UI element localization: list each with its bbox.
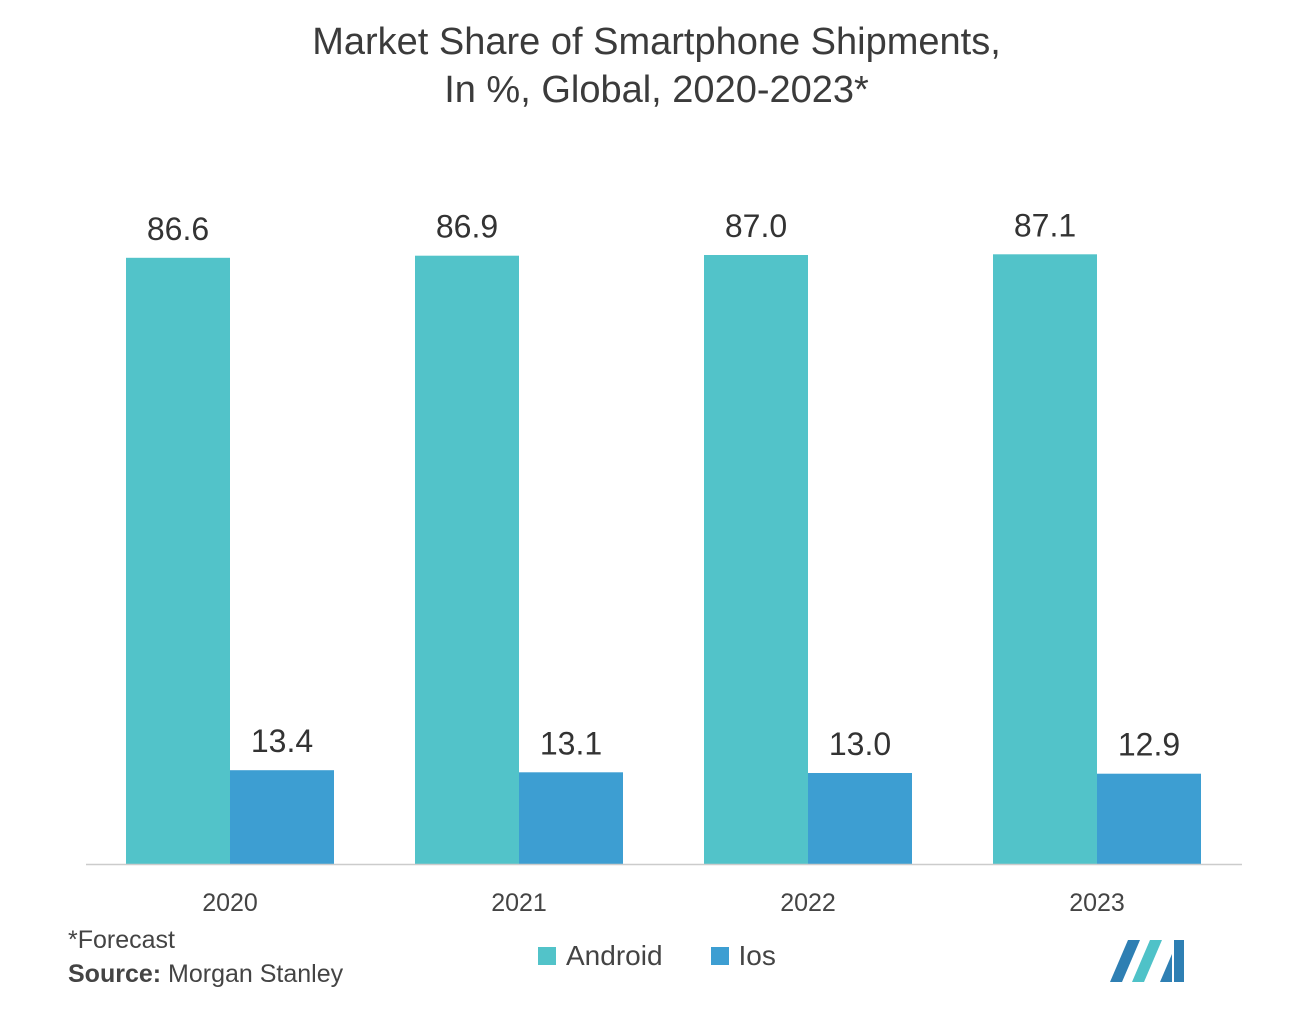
data-label-ios-2023: 12.9 xyxy=(1118,727,1180,763)
logo-shape-right xyxy=(1160,954,1172,982)
bar-android-2023 xyxy=(993,254,1097,865)
legend-item-ios: Ios xyxy=(710,940,776,972)
data-label-android-2023: 87.1 xyxy=(1014,207,1076,243)
source-label: Source: xyxy=(68,960,162,988)
legend-label-android: Android xyxy=(566,940,663,971)
logo-shape-middle xyxy=(1132,940,1162,982)
x-tick-label-2023: 2023 xyxy=(1069,889,1125,917)
data-label-ios-2021: 13.1 xyxy=(540,725,602,761)
logo-shape-bar xyxy=(1174,940,1184,982)
legend-swatch-ios xyxy=(710,947,729,965)
x-tick-label-2021: 2021 xyxy=(491,889,547,917)
source-note: Source: Morgan Stanley xyxy=(68,960,343,989)
bar-android-2022 xyxy=(704,255,808,864)
chart-title-line-1: Market Share of Smartphone Shipments, xyxy=(312,21,1001,63)
forecast-footnote: *Forecast xyxy=(68,926,175,954)
bar-ios-2021 xyxy=(519,772,623,864)
bar-ios-2020 xyxy=(230,770,334,864)
data-label-android-2020: 86.6 xyxy=(147,211,209,247)
legend-item-android: Android xyxy=(538,940,663,972)
data-label-ios-2020: 13.4 xyxy=(251,723,313,759)
logo-shape-left xyxy=(1110,940,1140,982)
chart-title-line-2: In %, Global, 2020-2023* xyxy=(444,69,869,111)
data-label-android-2022: 87.0 xyxy=(725,208,787,244)
chart-legend: Android Ios xyxy=(538,940,824,972)
chart-title: Market Share of Smartphone Shipments, In… xyxy=(0,18,1313,114)
data-label-android-2021: 86.9 xyxy=(436,209,498,245)
bar-android-2020 xyxy=(126,257,230,864)
x-tick-label-2020: 2020 xyxy=(202,889,258,917)
x-tick-label-2022: 2022 xyxy=(780,889,836,917)
bar-ios-2022 xyxy=(808,773,912,864)
legend-swatch-android xyxy=(538,947,556,965)
legend-label-ios: Ios xyxy=(738,940,776,971)
source-value: Morgan Stanley xyxy=(168,960,344,988)
brand-logo-icon xyxy=(1110,940,1184,982)
bar-ios-2023 xyxy=(1097,773,1201,864)
data-label-ios-2022: 13.0 xyxy=(829,726,891,762)
bar-chart: 86.6 13.4 2020 86.9 13.1 2021 87.0 13.0 2022 87.1… xyxy=(86,207,1242,917)
bar-android-2021 xyxy=(415,255,519,864)
